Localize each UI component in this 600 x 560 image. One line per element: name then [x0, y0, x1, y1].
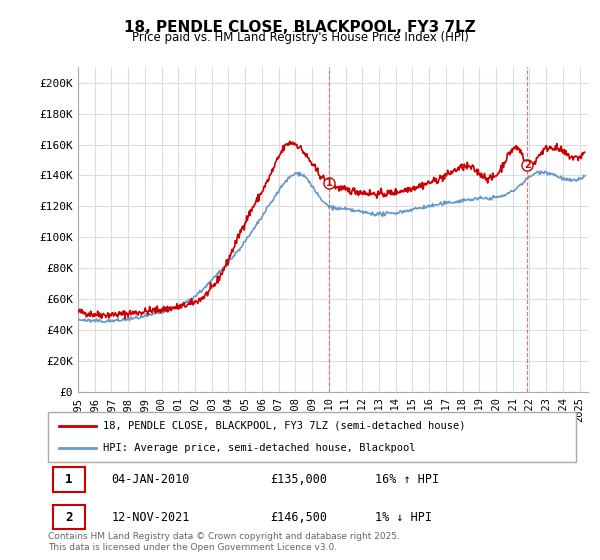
Text: 16% ↑ HPI: 16% ↑ HPI: [376, 473, 439, 486]
FancyBboxPatch shape: [53, 505, 85, 529]
Text: £146,500: £146,500: [270, 511, 327, 524]
Text: 18, PENDLE CLOSE, BLACKPOOL, FY3 7LZ: 18, PENDLE CLOSE, BLACKPOOL, FY3 7LZ: [124, 20, 476, 35]
Text: Price paid vs. HM Land Registry's House Price Index (HPI): Price paid vs. HM Land Registry's House …: [131, 31, 469, 44]
Text: 1: 1: [325, 178, 332, 188]
Text: 2: 2: [524, 160, 530, 170]
FancyBboxPatch shape: [48, 412, 576, 462]
Text: 12-NOV-2021: 12-NOV-2021: [112, 511, 190, 524]
Text: 04-JAN-2010: 04-JAN-2010: [112, 473, 190, 486]
Text: 2: 2: [65, 511, 73, 524]
Text: 1: 1: [65, 473, 73, 486]
FancyBboxPatch shape: [53, 468, 85, 492]
Text: £135,000: £135,000: [270, 473, 327, 486]
Text: HPI: Average price, semi-detached house, Blackpool: HPI: Average price, semi-detached house,…: [103, 443, 416, 453]
Text: 1% ↓ HPI: 1% ↓ HPI: [376, 511, 433, 524]
Text: Contains HM Land Registry data © Crown copyright and database right 2025.
This d: Contains HM Land Registry data © Crown c…: [48, 532, 400, 552]
Text: 18, PENDLE CLOSE, BLACKPOOL, FY3 7LZ (semi-detached house): 18, PENDLE CLOSE, BLACKPOOL, FY3 7LZ (se…: [103, 421, 466, 431]
